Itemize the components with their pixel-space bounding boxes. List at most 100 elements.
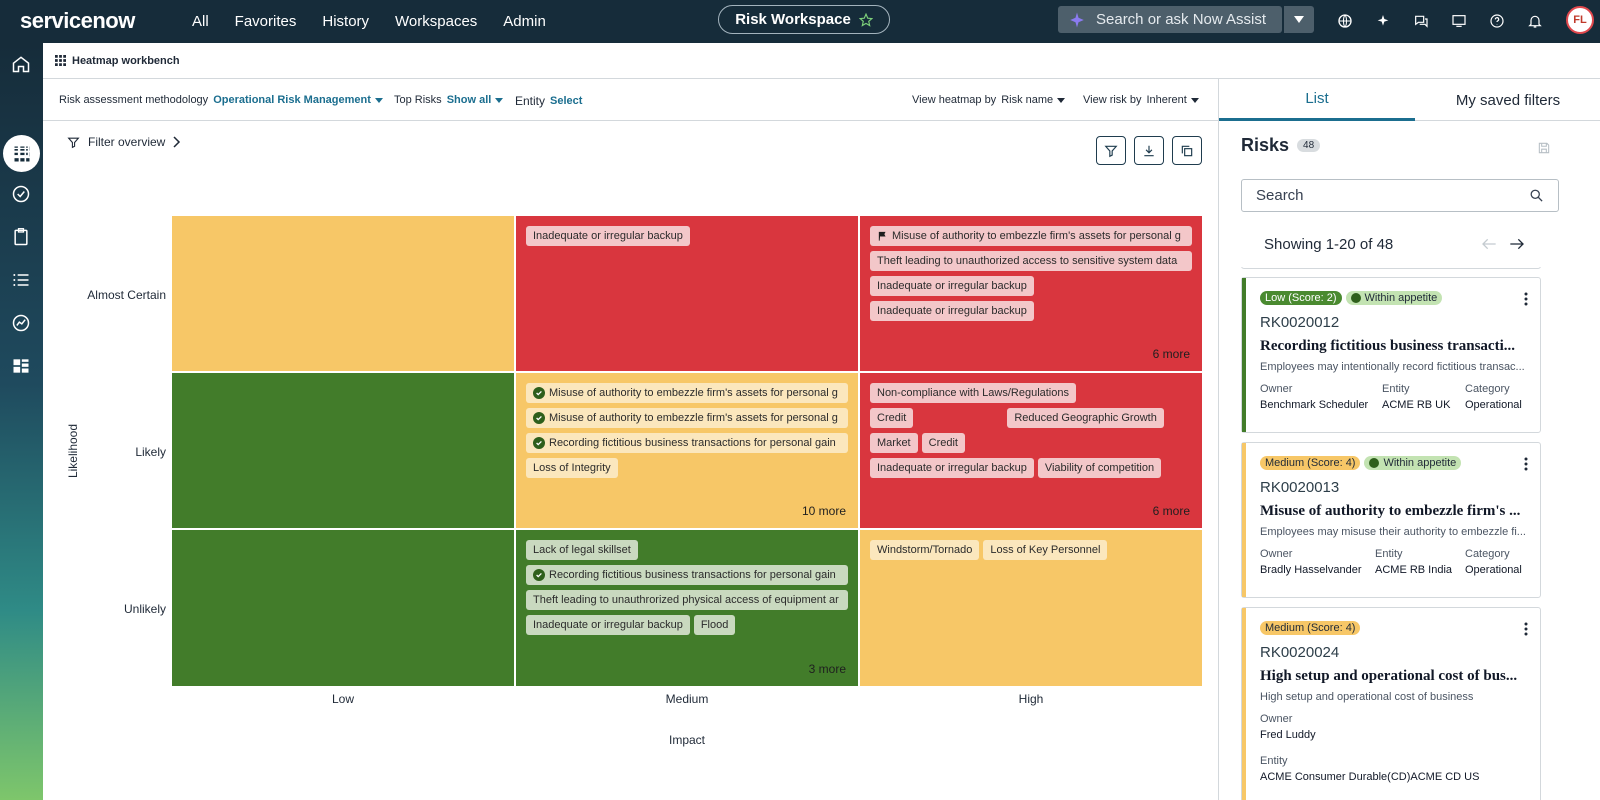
risk-chip[interactable]: Credit [921,433,965,453]
view-heatmap-filter[interactable]: View heatmap by Risk name [912,94,1066,106]
bell-icon[interactable] [1525,11,1545,31]
download-button[interactable] [1134,136,1164,165]
risk-card[interactable]: Medium (Score: 4) RK0020024 High setup a… [1241,607,1541,800]
risk-id[interactable]: RK0020024 [1260,644,1340,661]
risk-chip[interactable]: Inadequate or irregular backup [526,226,690,246]
nav-history[interactable]: History [322,13,370,30]
entity-select[interactable]: Select [550,95,583,107]
risk-chip[interactable]: Misuse of authority to embezzle firm's a… [526,383,848,403]
assist-sparkle-icon[interactable] [1373,11,1393,31]
workspace-title-pill[interactable]: Risk Workspace [718,5,890,34]
risk-chip[interactable]: Misuse of authority to embezzle firm's a… [870,226,1192,246]
help-icon[interactable] [1487,11,1507,31]
tab-my-saved-filters[interactable]: My saved filters [1455,91,1561,109]
more-link[interactable]: 10 more [801,504,846,518]
more-link[interactable]: 6 more [1152,347,1190,361]
cell-likely-high[interactable]: Non-compliance with Laws/Regulations Cre… [860,373,1202,528]
cell-likely-medium[interactable]: Misuse of authority to embezzle firm's a… [516,373,858,528]
view-heatmap-dropdown[interactable]: Risk name [1001,94,1066,106]
risk-id[interactable]: RK0020013 [1260,479,1340,496]
risk-chip[interactable]: Reduced Geographic Growth [1007,408,1164,428]
owner-label: Owner [1260,713,1293,725]
more-options-icon[interactable] [1524,292,1528,306]
risk-card[interactable]: Low (Score: 2) Within appetite RK0020012… [1241,277,1541,433]
more-link[interactable]: 3 more [808,662,846,676]
cell-almost-certain-high[interactable]: Misuse of authority to embezzle firm's a… [860,216,1202,371]
risk-chip[interactable]: Theft leading to unauthrorized physical … [526,590,848,610]
list-icon[interactable] [10,269,32,291]
methodology-filter[interactable]: Risk assessment methodology Operational … [59,94,383,106]
risk-chip[interactable]: Market [870,433,918,453]
risk-chip[interactable]: Non-compliance with Laws/Regulations [870,383,1076,403]
arrow-left-icon[interactable] [1481,237,1497,251]
nav-favorites[interactable]: Favorites [234,13,297,30]
cell-likely-low[interactable] [172,373,514,528]
copy-button[interactable] [1172,136,1202,165]
check-circle-icon[interactable] [10,183,32,205]
methodology-dropdown[interactable]: Operational Risk Management [213,94,383,106]
tab-list[interactable]: List [1219,79,1415,121]
more-link[interactable]: 6 more [1152,504,1190,518]
top-risks-filter[interactable]: Top Risks Show all [394,94,504,106]
view-risk-filter[interactable]: View risk by Inherent [1083,94,1199,106]
risk-chip[interactable]: Windstorm/Tornado [870,540,980,560]
servicenow-logo[interactable]: servicenow [20,8,135,33]
assist-dropdown-button[interactable] [1283,6,1314,33]
view-risk-dropdown[interactable]: Inherent [1146,94,1199,106]
risk-card-partial[interactable] [1241,267,1541,269]
risk-chip[interactable]: Credit [870,408,914,428]
clipboard-icon[interactable] [10,226,32,248]
filter-overview-toggle[interactable]: Filter overview [67,135,181,149]
table-icon[interactable] [10,139,32,161]
entity-filter[interactable]: Entity Select [515,94,582,108]
risk-chip[interactable]: Recording fictitious business transactio… [526,565,848,585]
risk-search-input[interactable]: Search [1241,179,1559,212]
chevron-down-icon [1294,15,1304,23]
risk-name[interactable]: High setup and operational cost of bus..… [1260,668,1518,684]
analytics-icon[interactable] [10,312,32,334]
now-assist-search[interactable]: Search or ask Now Assist [1058,6,1282,33]
risk-chip[interactable]: Theft leading to unauthorized access to … [870,251,1192,271]
star-icon[interactable] [858,12,873,27]
risk-description: Employees may intentionally record ficti… [1260,361,1525,373]
nav-all[interactable]: All [192,13,209,30]
risk-name[interactable]: Recording fictitious business transacti.… [1260,338,1515,354]
filter-button[interactable] [1096,136,1126,165]
cell-unlikely-low[interactable] [172,530,514,686]
risk-chip[interactable]: Inadequate or irregular backup [870,301,1034,321]
caret-down-icon [1057,97,1066,103]
more-options-icon[interactable] [1524,457,1528,471]
user-avatar[interactable]: FL [1566,6,1594,34]
risk-chip[interactable]: Loss of Integrity [526,458,618,478]
cell-almost-certain-low[interactable] [172,216,514,371]
risk-chip[interactable]: Viability of competition [1037,458,1162,478]
cell-almost-certain-medium[interactable]: Inadequate or irregular backup [516,216,858,371]
risk-id[interactable]: RK0020012 [1260,314,1340,331]
risk-card[interactable]: Medium (Score: 4) Within appetite RK0020… [1241,442,1541,598]
risk-chip[interactable]: Misuse of authority to embezzle firm's a… [526,408,848,428]
cell-unlikely-medium[interactable]: Lack of legal skillset Recording fictiti… [516,530,858,686]
nav-workspaces[interactable]: Workspaces [395,13,478,30]
search-icon[interactable] [1529,188,1544,203]
risk-chip[interactable]: Loss of Key Personnel [983,540,1108,560]
risk-chip[interactable]: Flood [693,615,736,635]
risk-chip[interactable]: Inadequate or irregular backup [870,276,1034,296]
risk-chip[interactable]: Recording fictitious business transactio… [526,433,848,453]
risk-chip[interactable]: Inadequate or irregular backup [870,458,1034,478]
risk-name[interactable]: Misuse of authority to embezzle firm's .… [1260,503,1521,519]
cell-unlikely-high[interactable]: Windstorm/Tornado Loss of Key Personnel [860,530,1202,686]
workbench-title[interactable]: Heatmap workbench [72,54,180,67]
chat-icon[interactable] [1411,11,1431,31]
dashboard-grid-icon[interactable] [10,355,32,377]
nav-admin[interactable]: Admin [503,13,546,30]
home-icon[interactable] [10,53,32,75]
more-options-icon[interactable] [1524,622,1528,636]
save-icon[interactable] [1537,141,1551,155]
risks-count-badge: 48 [1297,139,1321,152]
risk-chip[interactable]: Lack of legal skillset [526,540,638,560]
risk-chip[interactable]: Inadequate or irregular backup [526,615,690,635]
top-risks-dropdown[interactable]: Show all [447,94,504,106]
arrow-right-icon[interactable] [1509,237,1525,251]
screen-icon[interactable] [1449,11,1469,31]
globe-icon[interactable] [1335,11,1355,31]
